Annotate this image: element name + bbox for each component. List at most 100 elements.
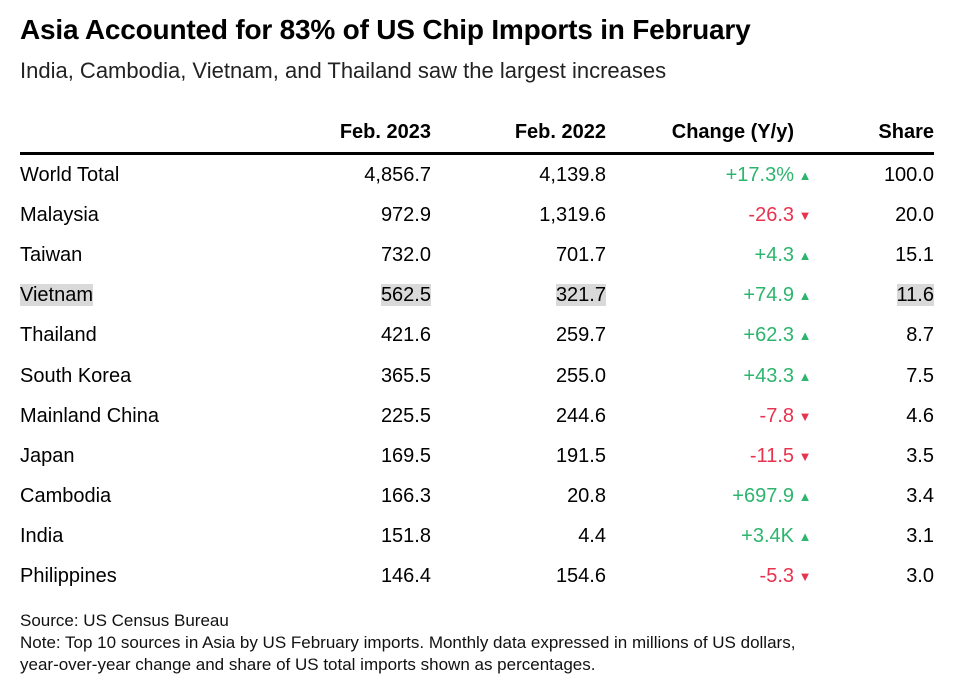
up-arrow-icon: ▲	[798, 288, 812, 304]
share-cell-value: 100.0	[883, 163, 934, 186]
feb-2023-cell-value: 972.9	[380, 203, 431, 226]
feb-2023-cell-value: 169.5	[380, 444, 431, 467]
feb-2022-cell: 4,139.8	[431, 154, 606, 196]
feb-2022-cell-value: 20.8	[567, 485, 606, 508]
note-line-2: year-over-year change and share of US to…	[20, 655, 596, 674]
country-cell: Japan	[20, 436, 220, 476]
change-cell: +17.3%	[606, 154, 794, 196]
country-cell-value: South Korea	[20, 364, 132, 387]
feb-2022-cell: 4.4	[431, 517, 606, 557]
table-row: Cambodia 166.3 20.8 +697.9 ▲ 3.4	[20, 477, 934, 517]
column-header-feb-2022: Feb. 2022	[431, 112, 606, 155]
share-cell: 8.7	[816, 316, 934, 356]
change-cell: -7.8	[606, 396, 794, 436]
feb-2023-cell-value: 146.4	[380, 565, 431, 588]
feb-2023-cell: 365.5	[220, 356, 431, 396]
table-header-row: Feb. 2023 Feb. 2022 Change (Y/y) Share	[20, 112, 934, 155]
change-cell-value: +4.3	[754, 243, 794, 266]
change-cell: -26.3	[606, 195, 794, 235]
country-cell-value: Japan	[20, 444, 75, 467]
feb-2023-cell-value: 151.8	[380, 525, 431, 548]
share-cell: 3.1	[816, 517, 934, 557]
feb-2022-cell: 191.5	[431, 436, 606, 476]
feb-2022-cell: 255.0	[431, 356, 606, 396]
share-cell: 20.0	[816, 195, 934, 235]
feb-2023-cell: 225.5	[220, 396, 431, 436]
change-cell: +62.3	[606, 316, 794, 356]
share-cell: 7.5	[816, 356, 934, 396]
up-arrow-icon: ▲	[798, 368, 812, 384]
change-cell-value: +697.9	[732, 485, 794, 508]
change-cell-value: -5.3	[759, 565, 794, 588]
source-note: Source: US Census Bureau	[20, 611, 229, 630]
share-cell-value: 4.6	[906, 404, 934, 427]
feb-2023-cell: 146.4	[220, 557, 431, 597]
country-cell-value: Philippines	[20, 565, 117, 588]
feb-2022-cell-value: 4.4	[578, 525, 606, 548]
table-row: India 151.8 4.4 +3.4K ▲ 3.1	[20, 517, 934, 557]
feb-2023-cell-value: 365.5	[380, 364, 431, 387]
feb-2023-cell-value: 225.5	[380, 404, 431, 427]
country-cell-value: Taiwan	[20, 243, 83, 266]
feb-2023-cell: 421.6	[220, 316, 431, 356]
feb-2022-cell-value: 259.7	[555, 324, 606, 347]
down-arrow-icon: ▼	[798, 408, 812, 424]
feb-2023-cell: 151.8	[220, 517, 431, 557]
country-cell-value: Malaysia	[20, 203, 99, 226]
table-row: Vietnam 562.5 321.7 +74.9 ▲ 11.6	[20, 276, 934, 316]
country-cell: Philippines	[20, 557, 220, 597]
change-cell: -5.3	[606, 557, 794, 597]
footer: Source: US Census Bureau Note: Top 10 so…	[20, 610, 795, 676]
share-cell: 100.0	[816, 154, 934, 196]
feb-2023-cell-value: 732.0	[380, 243, 431, 266]
feb-2022-cell-value: 255.0	[555, 364, 606, 387]
feb-2022-cell-value: 244.6	[555, 404, 606, 427]
share-cell: 3.5	[816, 436, 934, 476]
feb-2022-cell-value: 4,139.8	[539, 163, 606, 186]
table-row: Thailand 421.6 259.7 +62.3 ▲ 8.7	[20, 316, 934, 356]
share-cell: 11.6	[816, 276, 934, 316]
share-cell-value: 11.6	[896, 284, 934, 307]
feb-2022-cell: 244.6	[431, 396, 606, 436]
feb-2022-cell-value: 191.5	[555, 444, 606, 467]
table-row: World Total 4,856.7 4,139.8 +17.3% ▲ 100.0	[20, 154, 934, 196]
share-cell: 15.1	[816, 235, 934, 275]
feb-2022-cell-value: 154.6	[555, 565, 606, 588]
change-cell-value: +62.3	[743, 324, 794, 347]
change-cell: +74.9	[606, 276, 794, 316]
change-cell-value: +74.9	[743, 284, 794, 307]
table-row: Taiwan 732.0 701.7 +4.3 ▲ 15.1	[20, 235, 934, 275]
column-header-arrow-spacer	[794, 112, 816, 155]
country-cell: World Total	[20, 154, 220, 196]
feb-2023-cell: 732.0	[220, 235, 431, 275]
change-cell: +697.9	[606, 477, 794, 517]
feb-2023-cell: 562.5	[220, 276, 431, 316]
country-cell: Mainland China	[20, 396, 220, 436]
change-cell: +4.3	[606, 235, 794, 275]
share-cell: 3.0	[816, 557, 934, 597]
country-cell: South Korea	[20, 356, 220, 396]
share-cell-value: 8.7	[906, 324, 934, 347]
change-cell-value: +43.3	[743, 364, 794, 387]
feb-2022-cell: 20.8	[431, 477, 606, 517]
change-cell: +3.4K	[606, 517, 794, 557]
table-row: South Korea 365.5 255.0 +43.3 ▲ 7.5	[20, 356, 934, 396]
up-arrow-icon: ▲	[798, 328, 812, 344]
down-arrow-icon: ▼	[798, 448, 812, 464]
feb-2022-cell-value: 701.7	[555, 243, 606, 266]
table-body: World Total 4,856.7 4,139.8 +17.3% ▲ 100.0 Mal…	[20, 154, 934, 598]
feb-2023-cell-value: 562.5	[380, 284, 431, 307]
change-cell-value: +17.3%	[725, 163, 794, 186]
change-cell-value: -26.3	[748, 203, 794, 226]
note-line-1: Note: Top 10 sources in Asia by US Febru…	[20, 633, 796, 652]
share-cell-value: 7.5	[906, 364, 934, 387]
feb-2022-cell-value: 321.7	[555, 284, 606, 307]
feb-2022-cell: 154.6	[431, 557, 606, 597]
feb-2023-cell-value: 166.3	[380, 485, 431, 508]
share-cell-value: 3.0	[906, 565, 934, 588]
change-cell-value: -11.5	[749, 444, 794, 467]
table-row: Japan 169.5 191.5 -11.5 ▼ 3.5	[20, 436, 934, 476]
feb-2023-cell: 972.9	[220, 195, 431, 235]
country-cell-value: Mainland China	[20, 404, 159, 427]
column-header-feb-2023: Feb. 2023	[220, 112, 431, 155]
